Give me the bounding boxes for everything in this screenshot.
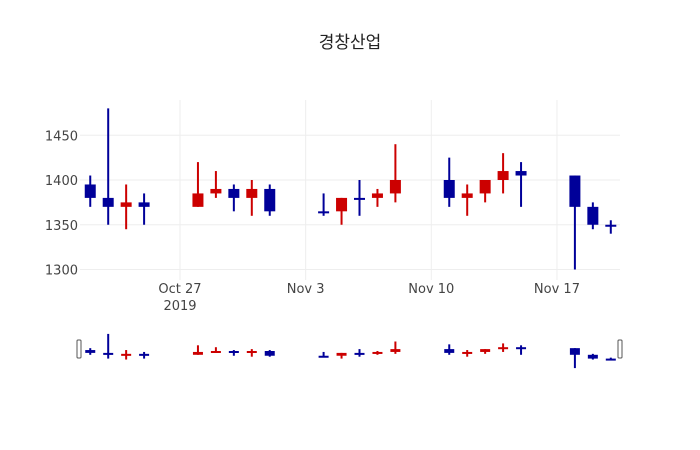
candle[interactable] [372, 351, 383, 355]
candle[interactable] [318, 193, 330, 216]
candle[interactable] [210, 171, 222, 198]
candle[interactable] [228, 184, 240, 212]
candle[interactable] [480, 349, 491, 354]
candle[interactable] [569, 348, 580, 369]
candle[interactable] [139, 351, 150, 359]
candle[interactable] [318, 351, 329, 358]
candle[interactable] [354, 180, 365, 216]
x-tick-label: Nov 10 [408, 282, 454, 297]
candle[interactable] [246, 180, 258, 216]
y-tick-label: 1350 [45, 219, 78, 234]
plot-area: 1300 1350 1400 1450 Oct 27 2019 Nov 3 Nov 10 Nov… [45, 100, 620, 314]
candle[interactable] [102, 108, 114, 225]
candle[interactable] [390, 341, 401, 354]
candle[interactable] [84, 175, 96, 207]
candle[interactable] [192, 345, 203, 355]
y-tick-label: 1400 [45, 174, 78, 189]
candle[interactable] [587, 202, 599, 230]
candle[interactable] [462, 350, 473, 357]
x-tick-label: Nov 3 [287, 282, 325, 297]
candle[interactable] [605, 220, 617, 234]
candle[interactable] [479, 180, 491, 203]
candle[interactable] [264, 350, 275, 357]
candle[interactable] [228, 350, 239, 356]
candle[interactable] [461, 184, 473, 216]
candle[interactable] [587, 353, 598, 360]
candle[interactable] [246, 349, 257, 357]
candle[interactable] [138, 193, 150, 225]
candle[interactable] [389, 144, 401, 203]
chart-title: 경창산업 [318, 33, 382, 53]
candle[interactable] [336, 352, 347, 359]
y-tick-label: 1450 [45, 129, 78, 144]
candle[interactable] [444, 344, 455, 355]
x-tick-label: Oct 27 [158, 282, 201, 297]
candle[interactable] [371, 188, 383, 207]
candle[interactable] [515, 162, 527, 207]
candle[interactable] [336, 197, 348, 225]
candle[interactable] [605, 357, 616, 361]
candle[interactable] [498, 343, 509, 352]
candle[interactable] [192, 162, 204, 207]
range-slider-left-handle[interactable] [76, 339, 82, 359]
candle[interactable] [443, 157, 455, 207]
candle[interactable] [497, 153, 509, 194]
candle[interactable] [569, 175, 581, 270]
range-slider-right-handle[interactable] [617, 339, 623, 359]
y-tick-label: 1300 [45, 264, 78, 279]
range-slider[interactable] [76, 333, 623, 369]
candle[interactable] [85, 348, 96, 355]
x-tick-year: 2019 [163, 299, 196, 314]
x-tick-label: Nov 17 [534, 282, 580, 297]
candle[interactable] [516, 345, 527, 355]
candle[interactable] [264, 184, 276, 216]
candle[interactable] [103, 333, 114, 359]
candle[interactable] [210, 347, 221, 353]
candle[interactable] [120, 184, 132, 230]
candle[interactable] [354, 349, 365, 357]
candle[interactable] [121, 350, 132, 360]
